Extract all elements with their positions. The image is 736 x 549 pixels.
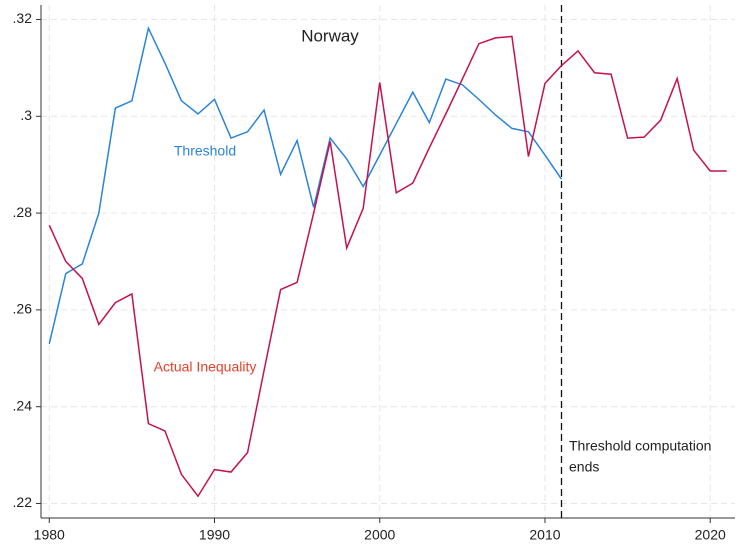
series-label: Actual Inequality [154,359,257,375]
x-tick-label: 1980 [34,527,65,543]
x-tick-label: 2000 [364,527,395,543]
series-line [48,35,727,498]
x-tick-label: 2020 [695,527,726,543]
series-line [48,25,563,344]
series-label: Threshold [174,143,236,159]
y-tick-label: .24 [13,397,33,413]
annotation: Threshold computation [569,438,711,454]
y-tick-label: .26 [13,301,33,317]
annotation: Norway [301,26,359,45]
y-tick-label: .22 [13,494,33,510]
x-tick-label: 2010 [529,527,560,543]
x-tick-label: 1990 [199,527,230,543]
annotation: ends [569,459,599,475]
y-tick-label: .3 [20,107,32,123]
y-tick-label: .28 [13,204,33,220]
y-tick-label: .32 [13,10,33,26]
